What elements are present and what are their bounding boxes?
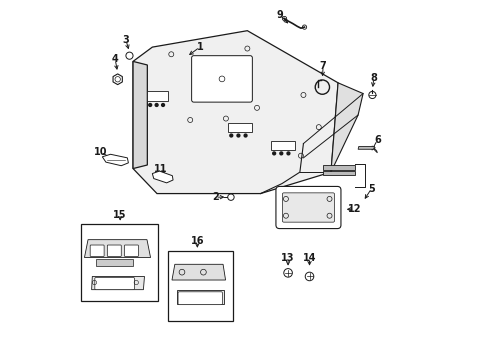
Circle shape xyxy=(155,104,158,107)
Polygon shape xyxy=(330,83,363,172)
FancyBboxPatch shape xyxy=(90,245,104,256)
Circle shape xyxy=(272,152,275,155)
Circle shape xyxy=(148,104,151,107)
Text: 9: 9 xyxy=(276,10,283,20)
Polygon shape xyxy=(133,62,147,168)
Circle shape xyxy=(279,152,282,155)
Polygon shape xyxy=(84,240,150,257)
Text: 4: 4 xyxy=(112,54,118,64)
FancyBboxPatch shape xyxy=(191,56,252,102)
Bar xyxy=(147,91,168,101)
Text: 2: 2 xyxy=(211,192,218,202)
Text: 1: 1 xyxy=(196,42,203,52)
FancyBboxPatch shape xyxy=(282,193,334,222)
Bar xyxy=(96,258,133,266)
Bar xyxy=(271,141,294,150)
Circle shape xyxy=(229,134,232,137)
Text: 11: 11 xyxy=(154,163,167,174)
Text: 13: 13 xyxy=(281,253,294,263)
Bar xyxy=(81,224,157,301)
Text: 12: 12 xyxy=(347,204,361,214)
Text: 10: 10 xyxy=(94,147,107,157)
FancyBboxPatch shape xyxy=(275,186,340,229)
FancyBboxPatch shape xyxy=(95,278,134,290)
Bar xyxy=(228,123,251,132)
Polygon shape xyxy=(357,147,374,149)
Polygon shape xyxy=(102,154,128,166)
Polygon shape xyxy=(373,148,377,153)
Circle shape xyxy=(162,104,164,107)
Polygon shape xyxy=(113,74,122,85)
FancyBboxPatch shape xyxy=(124,245,138,256)
Bar xyxy=(167,251,232,321)
Text: 14: 14 xyxy=(302,253,316,263)
Polygon shape xyxy=(172,264,225,280)
Text: 6: 6 xyxy=(373,135,380,145)
Polygon shape xyxy=(152,171,173,183)
Text: 8: 8 xyxy=(369,73,376,83)
Text: 16: 16 xyxy=(190,237,203,247)
Polygon shape xyxy=(133,31,337,194)
FancyBboxPatch shape xyxy=(107,245,121,256)
Polygon shape xyxy=(323,165,354,170)
Polygon shape xyxy=(323,171,354,175)
Text: 7: 7 xyxy=(319,62,326,71)
Circle shape xyxy=(244,134,246,137)
Polygon shape xyxy=(176,290,224,304)
Circle shape xyxy=(286,152,289,155)
FancyBboxPatch shape xyxy=(178,292,222,305)
Circle shape xyxy=(237,134,240,137)
Text: 5: 5 xyxy=(367,184,374,194)
Text: 15: 15 xyxy=(113,210,127,220)
Text: 3: 3 xyxy=(122,35,129,45)
Polygon shape xyxy=(91,276,144,290)
